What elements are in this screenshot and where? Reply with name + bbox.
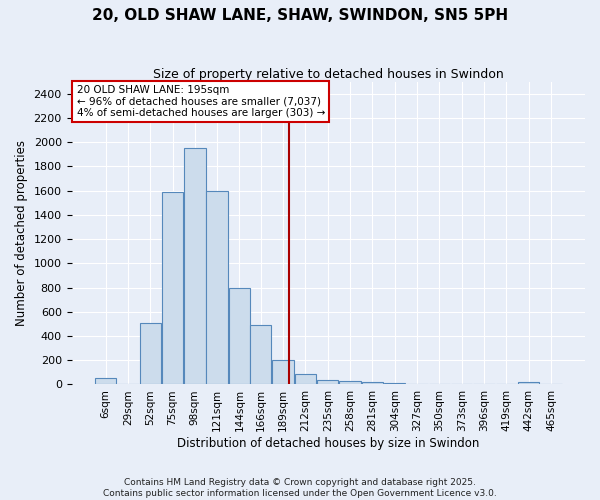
Bar xyxy=(295,374,316,384)
Bar xyxy=(229,288,250,384)
Bar xyxy=(384,383,406,384)
Bar xyxy=(140,322,161,384)
Bar xyxy=(184,148,206,384)
Text: Contains HM Land Registry data © Crown copyright and database right 2025.
Contai: Contains HM Land Registry data © Crown c… xyxy=(103,478,497,498)
Bar xyxy=(95,378,116,384)
Bar xyxy=(362,382,383,384)
Bar xyxy=(250,325,271,384)
Bar xyxy=(162,192,183,384)
Bar xyxy=(340,382,361,384)
Text: 20, OLD SHAW LANE, SHAW, SWINDON, SN5 5PH: 20, OLD SHAW LANE, SHAW, SWINDON, SN5 5P… xyxy=(92,8,508,22)
Y-axis label: Number of detached properties: Number of detached properties xyxy=(15,140,28,326)
Bar xyxy=(317,380,338,384)
Bar xyxy=(518,382,539,384)
Bar xyxy=(272,360,294,384)
Bar xyxy=(206,190,228,384)
X-axis label: Distribution of detached houses by size in Swindon: Distribution of detached houses by size … xyxy=(177,437,479,450)
Text: 20 OLD SHAW LANE: 195sqm
← 96% of detached houses are smaller (7,037)
4% of semi: 20 OLD SHAW LANE: 195sqm ← 96% of detach… xyxy=(77,84,325,118)
Title: Size of property relative to detached houses in Swindon: Size of property relative to detached ho… xyxy=(153,68,503,80)
